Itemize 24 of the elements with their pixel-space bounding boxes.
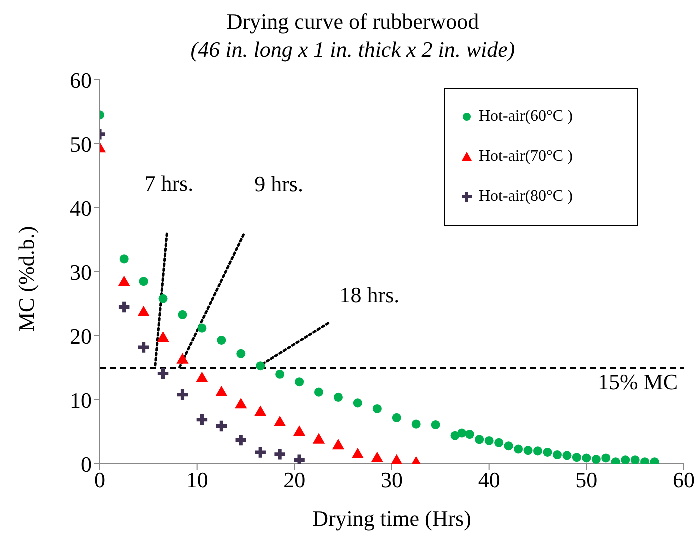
legend-label: Hot-air(60°C ) xyxy=(479,108,573,126)
x-tick-label: 20 xyxy=(284,468,306,493)
y-tick-label: 10 xyxy=(70,388,92,413)
annotation: 9 hrs. xyxy=(254,172,304,197)
x-tick-label: 60 xyxy=(673,468,695,493)
x-tick-label: 50 xyxy=(576,468,598,493)
annotation: 7 hrs. xyxy=(144,171,194,196)
annotation: 18 hrs. xyxy=(340,282,400,308)
ref-line-label: 15% MC xyxy=(598,370,678,395)
y-tick-label: 50 xyxy=(70,132,92,157)
x-tick-label: 30 xyxy=(381,468,403,493)
chart-subtitle: (46 in. long x 1 in. thick x 2 in. wide) xyxy=(190,36,516,64)
x-axis-title: Drying time (Hrs) xyxy=(312,506,472,531)
y-tick-label: 40 xyxy=(70,196,92,221)
legend-label: Hot-air(70°C ) xyxy=(479,148,573,166)
x-tick-label: 10 xyxy=(186,468,208,493)
y-tick-label: 20 xyxy=(70,324,92,349)
y-tick-label: 60 xyxy=(70,68,92,93)
x-tick-label: 40 xyxy=(478,468,500,493)
y-axis-title: MC (%d.b.) xyxy=(14,226,39,332)
legend-label: Hot-air(80°C ) xyxy=(479,188,573,206)
y-tick-label: 0 xyxy=(81,452,92,477)
y-tick-label: 30 xyxy=(70,260,92,285)
chart-title: Drying curve of rubberwood xyxy=(226,8,480,36)
